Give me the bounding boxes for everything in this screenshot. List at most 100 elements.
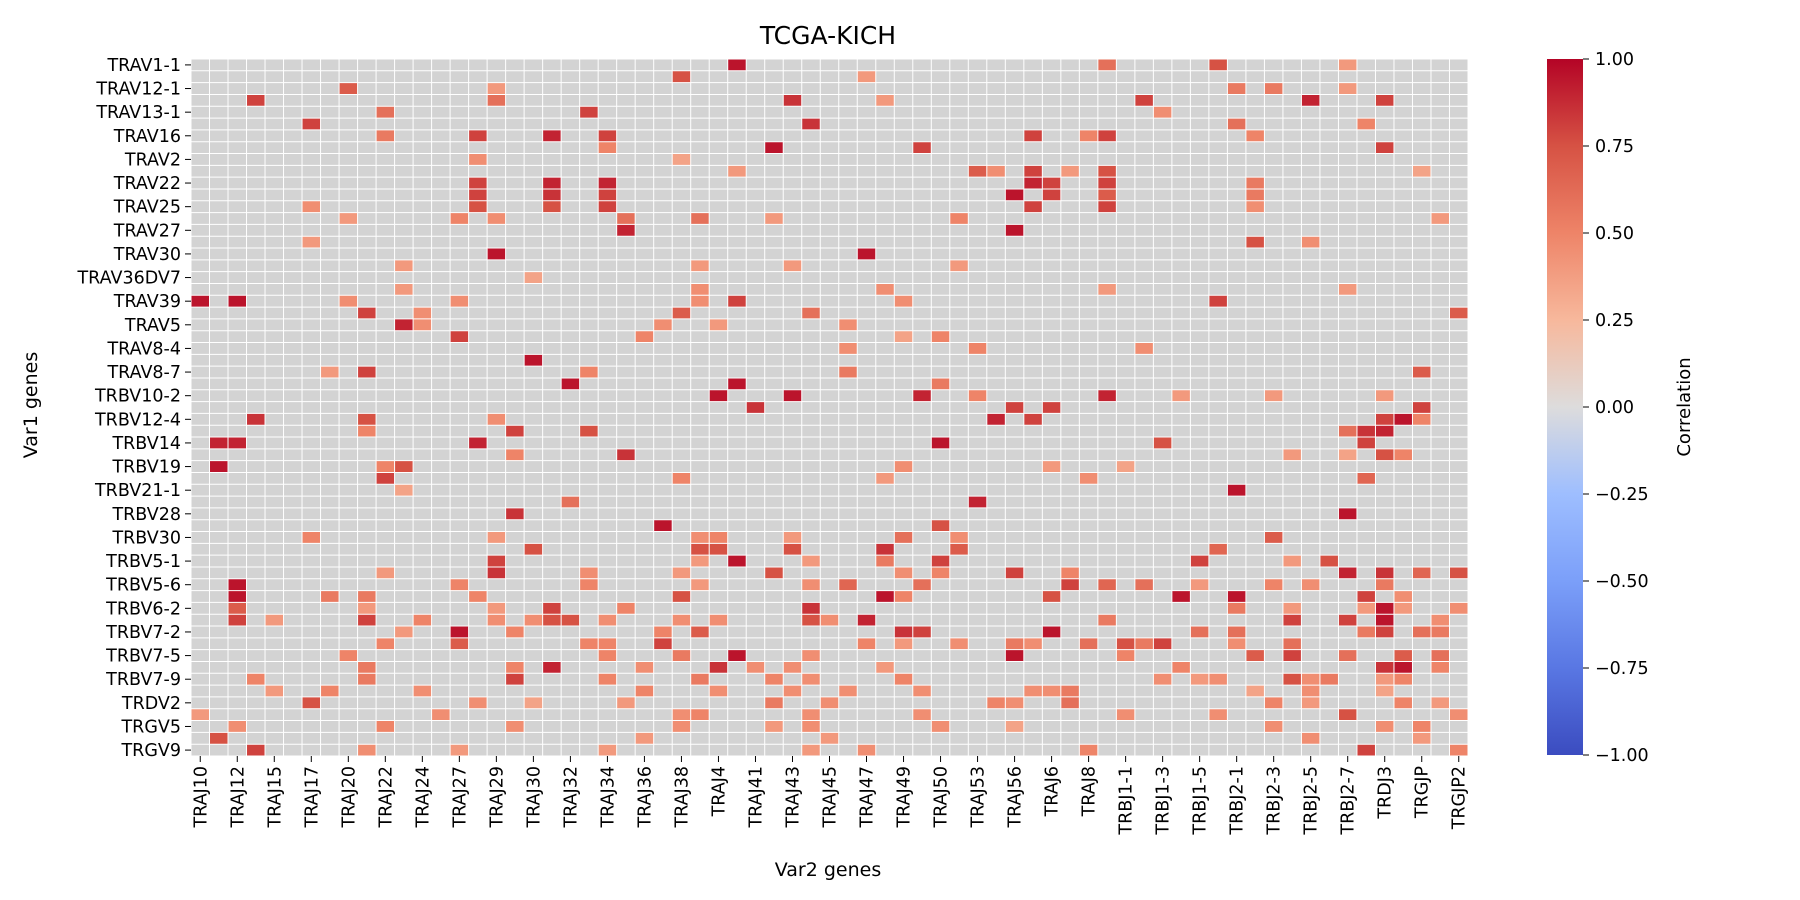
heatmap-cell — [653, 637, 673, 650]
heatmap-cell — [709, 389, 728, 402]
heatmap-cell — [468, 696, 488, 709]
heatmap-cell — [1245, 200, 1265, 213]
heatmap-cell — [265, 685, 284, 697]
y-tick-label: TRBV30 — [111, 528, 181, 548]
heatmap-cell — [357, 590, 377, 603]
heatmap-cell — [1060, 165, 1080, 178]
heatmap-cell — [450, 637, 469, 650]
heatmap-cell — [579, 366, 599, 378]
heatmap-cell — [690, 259, 710, 272]
heatmap-cell — [653, 626, 673, 638]
heatmap-cell — [1282, 555, 1302, 567]
heatmap-cell — [1153, 106, 1172, 119]
heatmap-cell — [894, 330, 913, 343]
heatmap-cell — [579, 637, 599, 650]
heatmap-cell — [1153, 637, 1172, 650]
heatmap-cell — [302, 531, 321, 544]
heatmap-cell — [542, 177, 562, 189]
heatmap-cell — [487, 94, 506, 107]
heatmap-cell — [1393, 448, 1413, 461]
heatmap-cell — [394, 626, 414, 638]
heatmap-cell — [801, 307, 821, 319]
heatmap-cell — [764, 566, 784, 579]
heatmap-cell — [764, 696, 784, 709]
heatmap-cell — [376, 472, 395, 485]
heatmap-cell — [1097, 283, 1117, 296]
heatmap-cell — [579, 425, 599, 438]
heatmap-cell — [246, 94, 266, 107]
heatmap-cell — [598, 637, 617, 650]
heatmap-cell — [598, 614, 617, 627]
heatmap-cell — [1375, 448, 1394, 461]
heatmap-cell — [616, 696, 636, 709]
heatmap-cell — [450, 295, 469, 308]
heatmap-cell — [1208, 295, 1228, 308]
heatmap-cell — [838, 578, 858, 591]
heatmap-cell — [598, 744, 617, 756]
heatmap-cell — [1282, 673, 1302, 686]
heatmap-cell — [1282, 448, 1302, 461]
heatmap-cell — [1079, 744, 1098, 756]
heatmap-cell — [1338, 566, 1357, 579]
heatmap-cell — [1338, 425, 1357, 438]
heatmap-cell — [635, 661, 654, 674]
heatmap-cell — [413, 685, 432, 697]
heatmap-cell — [357, 744, 377, 756]
heatmap-cell — [1227, 118, 1246, 130]
x-tick-label: TRAJ43 — [783, 766, 803, 829]
heatmap-cell — [672, 614, 691, 627]
heatmap-cell — [727, 295, 747, 308]
heatmap-cell — [1393, 602, 1413, 615]
y-tick-label: TRAV8-7 — [106, 363, 181, 383]
heatmap-cell — [1023, 165, 1043, 178]
heatmap-cell — [598, 649, 617, 662]
heatmap-cell — [505, 673, 525, 686]
heatmap-cell — [1060, 578, 1080, 591]
heatmap-cell — [1208, 708, 1228, 721]
heatmap-cell — [949, 212, 969, 225]
heatmap-cell — [783, 259, 802, 272]
y-tick-label: TRAV16 — [113, 127, 181, 147]
heatmap-cell — [1023, 177, 1043, 189]
heatmap-cell — [1042, 401, 1061, 414]
heatmap-cell — [875, 543, 895, 556]
heatmap-cell — [1245, 129, 1265, 142]
heatmap-cell — [579, 106, 599, 119]
heatmap-cell — [690, 708, 710, 721]
heatmap-cell — [1227, 626, 1246, 638]
x-tick-label: TRAJ56 — [1006, 766, 1026, 829]
heatmap-cell — [1227, 637, 1246, 650]
heatmap-cell — [1005, 401, 1024, 414]
heatmap-cell — [1079, 129, 1098, 142]
heatmap-cell — [1134, 94, 1154, 107]
colorbar-tick-label: −0.25 — [1595, 485, 1649, 505]
heatmap-cell — [1134, 637, 1154, 650]
heatmap-cell — [357, 661, 377, 674]
heatmap-cell — [1079, 472, 1098, 485]
heatmap-cell — [228, 614, 247, 627]
heatmap-cell — [1412, 401, 1431, 414]
heatmap-cell — [487, 82, 506, 95]
heatmap-cell — [783, 389, 802, 402]
heatmap-cell — [524, 354, 543, 367]
heatmap-cell — [1227, 602, 1246, 615]
heatmap-cell — [894, 626, 913, 638]
heatmap-cell — [1264, 531, 1283, 544]
heatmap-cell — [1190, 673, 1209, 686]
heatmap-cell — [690, 283, 710, 296]
heatmap-cell — [302, 118, 321, 130]
heatmap-cell — [302, 696, 321, 709]
heatmap-cell — [1097, 177, 1117, 189]
heatmap-cell — [376, 460, 395, 473]
heatmap-cell — [1338, 59, 1357, 71]
heatmap-cell — [1412, 720, 1431, 733]
heatmap-cell — [1375, 661, 1394, 674]
y-tick-label: TRAV12-1 — [95, 80, 181, 100]
heatmap-cell — [1097, 389, 1117, 402]
heatmap-cell — [1097, 188, 1117, 201]
heatmap-cell — [653, 519, 673, 532]
heatmap-cell — [875, 555, 895, 567]
heatmap-cell — [727, 649, 747, 662]
heatmap-cell — [561, 614, 580, 627]
heatmap-cell — [1301, 94, 1320, 107]
